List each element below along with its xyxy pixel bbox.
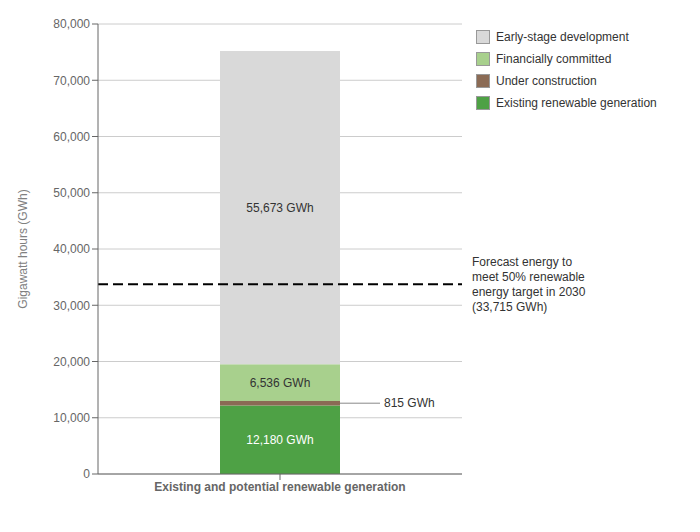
svg-text:40,000: 40,000 [53,242,90,256]
html-text:Financially committed: Financially committed [496,52,612,66]
svg-text:80,000: 80,000 [53,17,90,31]
svg-text:70,000: 70,000 [53,74,90,88]
html-text:Early-stage development: Early-stage development [496,30,629,44]
svg-text:6,536 GWh: 6,536 GWh [250,376,311,390]
svg-text:60,000: 60,000 [53,130,90,144]
svg-text:0: 0 [83,467,90,481]
svg-text:Forecast energy tomeet 50% ren: Forecast energy tomeet 50% renewableener… [472,255,586,314]
svg-text:12,180 GWh: 12,180 GWh [246,433,313,447]
svg-text:815 GWh: 815 GWh [384,396,435,410]
html-text:Under construction: Under construction [496,74,597,88]
svg-text:10,000: 10,000 [53,411,90,425]
svg-text:30,000: 30,000 [53,299,90,313]
svg-text:55,673 GWh: 55,673 GWh [246,201,313,215]
html-text:Existing renewable generation: Existing renewable generation [496,96,657,110]
svg-text:Gigawatt hours (GWh): Gigawatt hours (GWh) [16,189,30,308]
svg-text:20,000: 20,000 [53,355,90,369]
svg-text:50,000: 50,000 [53,186,90,200]
svg-text:Existing and potential renewab: Existing and potential renewable generat… [154,480,405,494]
